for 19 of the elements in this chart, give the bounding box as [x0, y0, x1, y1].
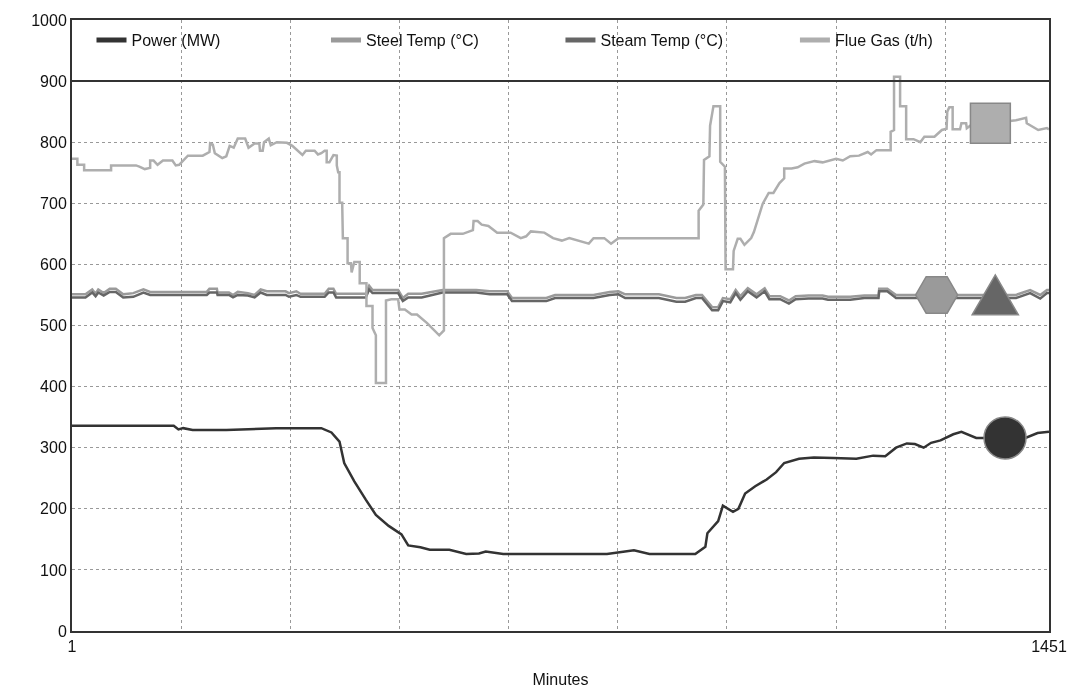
y-tick-label: 600: [40, 256, 67, 273]
y-tick-label: 900: [40, 72, 67, 90]
legend-label: Steam Temp (°C): [600, 32, 724, 50]
line-series: [72, 75, 1049, 385]
y-tick-label: 200: [40, 500, 67, 518]
legend-label: Flue Gas (t/h): [834, 32, 933, 50]
y-tick-label: 800: [40, 133, 67, 151]
x-axis-title: Minutes: [532, 671, 589, 689]
y-tick-label: 300: [40, 439, 67, 457]
y-tick-label: 0: [57, 622, 67, 640]
legend-label: Steel Temp (°C): [365, 32, 479, 50]
x-tick-label: 1: [67, 638, 77, 656]
y-tick-label: 500: [40, 317, 67, 335]
legend-label: Power (MW): [131, 32, 221, 50]
y-tick-label: 400: [40, 378, 67, 396]
y-tick-label: 1000: [31, 11, 67, 29]
y-tick-label: 100: [40, 561, 67, 579]
y-tick-label: 700: [40, 194, 67, 212]
x-tick-label: 1451: [1031, 638, 1067, 656]
